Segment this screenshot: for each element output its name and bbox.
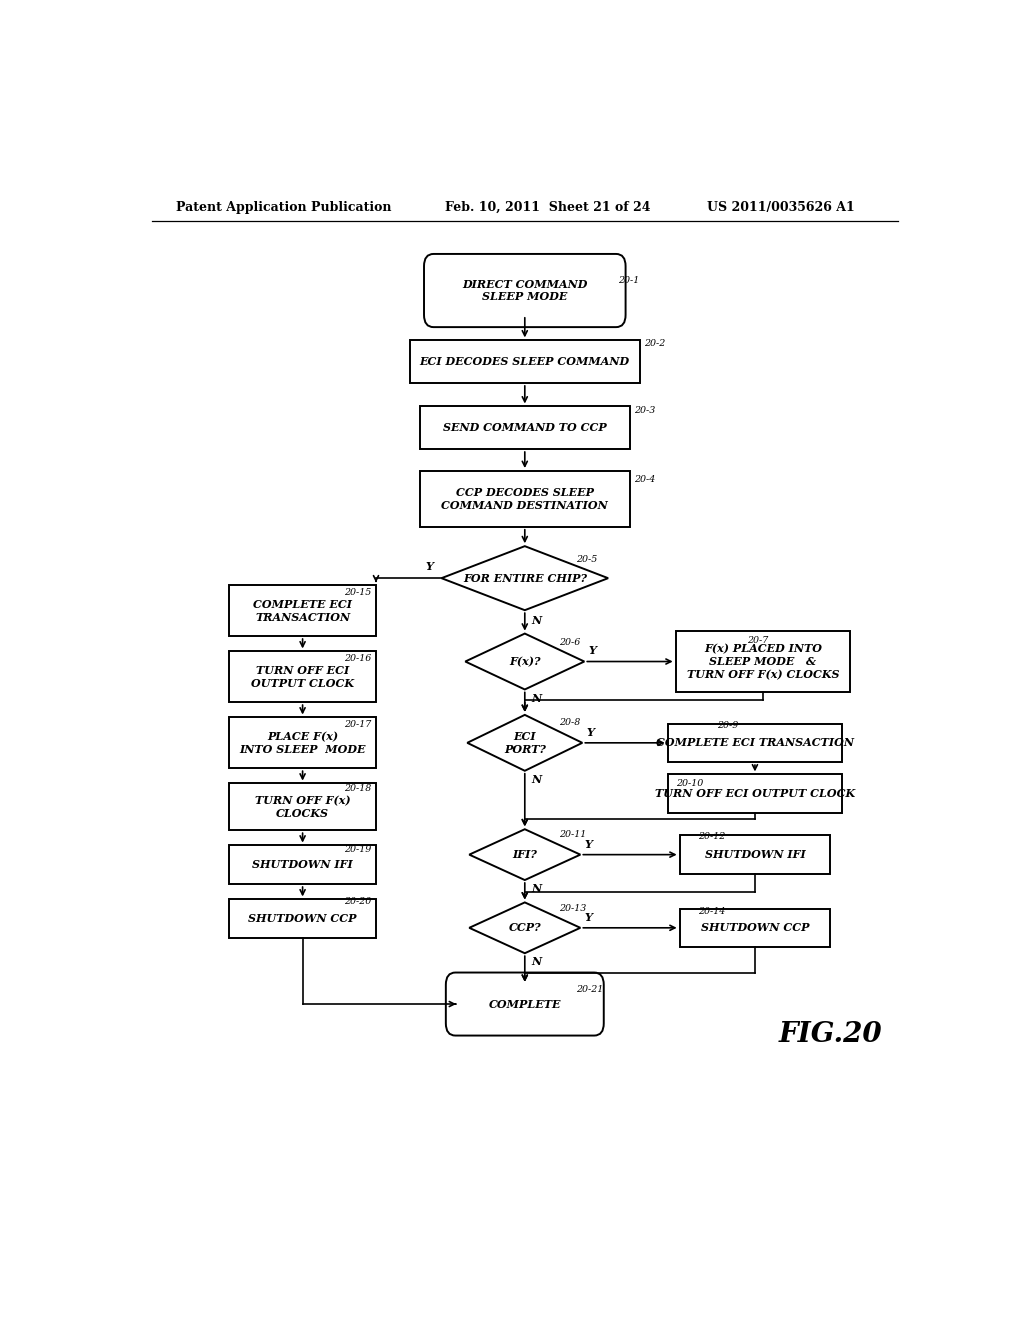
Polygon shape [467,715,583,771]
Text: 20-7: 20-7 [748,636,768,645]
Polygon shape [441,546,608,610]
Text: N: N [531,956,542,968]
Text: 20-6: 20-6 [559,639,581,647]
Text: 20-11: 20-11 [559,830,586,840]
Text: Feb. 10, 2011  Sheet 21 of 24: Feb. 10, 2011 Sheet 21 of 24 [445,201,651,214]
Polygon shape [465,634,585,689]
Text: Patent Application Publication: Patent Application Publication [176,201,391,214]
Text: 20-9: 20-9 [717,721,738,730]
Text: SHUTDOWN CCP: SHUTDOWN CCP [700,923,809,933]
Text: 20-16: 20-16 [344,653,371,663]
Bar [420,471,630,527]
Text: 20-4: 20-4 [634,475,655,483]
Text: 20-5: 20-5 [577,554,598,564]
Text: ECI DECODES SLEEP COMMAND: ECI DECODES SLEEP COMMAND [420,356,630,367]
Text: Y: Y [585,838,592,850]
Text: SHUTDOWN IFI: SHUTDOWN IFI [705,849,805,861]
Text: TURN OFF F(x)
CLOCKS: TURN OFF F(x) CLOCKS [255,795,350,818]
Text: TURN OFF ECI OUTPUT CLOCK: TURN OFF ECI OUTPUT CLOCK [655,788,855,799]
Text: 20-12: 20-12 [697,833,725,841]
Text: 20-2: 20-2 [644,339,666,348]
Text: N: N [531,883,542,894]
Text: 20-3: 20-3 [634,405,655,414]
FancyBboxPatch shape [445,973,604,1036]
Text: 20-1: 20-1 [618,276,640,285]
Text: 20-20: 20-20 [344,898,371,907]
Bar [668,723,842,762]
Text: 20-21: 20-21 [577,985,603,994]
Text: DIRECT COMMAND
SLEEP MODE: DIRECT COMMAND SLEEP MODE [462,279,588,302]
Text: COMPLETE ECI
TRANSACTION: COMPLETE ECI TRANSACTION [253,599,352,623]
Bar [229,585,376,636]
Text: 20-14: 20-14 [697,907,725,916]
Bar [229,784,376,830]
Text: COMPLETE ECI TRANSACTION: COMPLETE ECI TRANSACTION [656,738,854,748]
Bar [229,651,376,702]
Bar [680,908,830,948]
Bar [410,341,640,383]
Text: 20-13: 20-13 [559,904,586,912]
Text: IFI?: IFI? [512,849,538,861]
Text: N: N [531,615,542,626]
Text: 20-18: 20-18 [344,784,371,792]
Text: F(x) PLACED INTO
SLEEP MODE   &
TURN OFF F(x) CLOCKS: F(x) PLACED INTO SLEEP MODE & TURN OFF F… [687,643,839,680]
FancyBboxPatch shape [424,253,626,327]
Text: FIG.20: FIG.20 [778,1020,883,1048]
Text: FOR ENTIRE CHIP?: FOR ENTIRE CHIP? [463,573,587,583]
Text: SHUTDOWN IFI: SHUTDOWN IFI [252,859,353,870]
Text: 20-15: 20-15 [344,589,371,598]
Text: CCP?: CCP? [509,923,541,933]
Text: 20-19: 20-19 [344,845,371,854]
Bar [229,899,376,939]
Text: 20-17: 20-17 [344,719,371,729]
Bar [676,631,850,692]
Bar [420,407,630,449]
Text: F(x)?: F(x)? [509,656,541,667]
Text: N: N [531,693,542,704]
Text: Y: Y [587,727,594,738]
Text: Y: Y [588,645,596,656]
Text: SEND COMMAND TO CCP: SEND COMMAND TO CCP [443,422,606,433]
Text: COMPLETE: COMPLETE [488,998,561,1010]
Bar [229,846,376,884]
Bar [680,836,830,874]
Text: CCP DECODES SLEEP
COMMAND DESTINATION: CCP DECODES SLEEP COMMAND DESTINATION [441,487,608,511]
Bar [668,775,842,813]
Text: SHUTDOWN CCP: SHUTDOWN CCP [249,913,356,924]
Text: TURN OFF ECI
OUTPUT CLOCK: TURN OFF ECI OUTPUT CLOCK [251,665,354,689]
Bar [229,718,376,768]
Text: Y: Y [426,561,433,572]
Polygon shape [469,829,581,880]
Text: 20-10: 20-10 [676,779,702,788]
Text: PLACE F(x)
INTO SLEEP  MODE: PLACE F(x) INTO SLEEP MODE [240,731,366,755]
Text: 20-8: 20-8 [559,718,581,726]
Text: ECI
PORT?: ECI PORT? [504,731,546,755]
Text: N: N [531,774,542,785]
Text: Y: Y [585,912,592,923]
Text: US 2011/0035626 A1: US 2011/0035626 A1 [708,201,855,214]
Polygon shape [469,903,581,953]
